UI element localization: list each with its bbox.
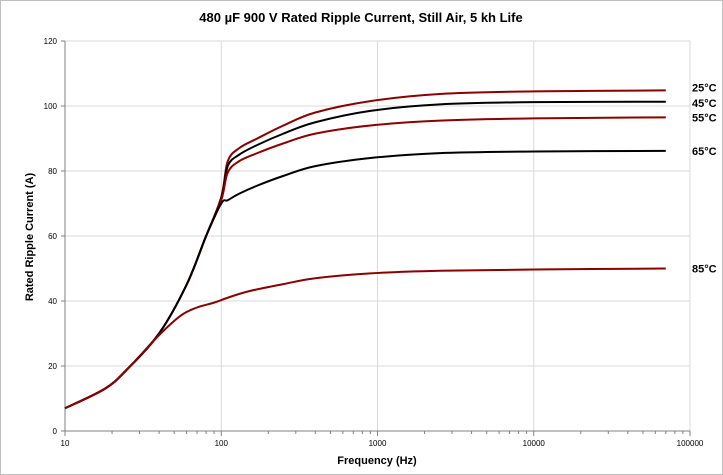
y-tick-label: 80 <box>48 167 57 176</box>
grid <box>65 40 691 431</box>
x-tick-label: 10000 <box>523 439 546 448</box>
series-label: 65°C <box>692 146 717 158</box>
y-tick-label: 0 <box>53 427 58 436</box>
series-lines <box>64 89 666 410</box>
series-label: 85°C <box>692 264 717 276</box>
y-tick-label: 60 <box>48 232 57 241</box>
y-tick-label: 20 <box>48 362 57 371</box>
series-line <box>64 267 666 410</box>
y-tick-label: 100 <box>44 102 58 111</box>
x-tick-label: 100 <box>215 439 229 448</box>
series-label: 25°C <box>692 82 717 94</box>
y-tick-label: 120 <box>44 37 58 46</box>
axes: 0 20 40 60 80 100 120 10 100 1000 10000 100000 <box>44 37 704 448</box>
x-tick-label: 1000 <box>369 439 387 448</box>
series-labels: 25°C 45°C 55°C 65°C 85°C <box>692 82 717 275</box>
y-tick-label: 40 <box>48 297 57 306</box>
x-tick-label: 100000 <box>677 439 704 448</box>
y-axis-label: Rated Ripple Current (A) <box>24 172 36 301</box>
x-axis-label: Frequency (Hz) <box>337 455 417 467</box>
x-tick-label: 10 <box>61 439 70 448</box>
series-label: 55°C <box>692 112 717 124</box>
series-label: 45°C <box>692 98 717 110</box>
chart-title: 480 µF 900 V Rated Ripple Current, Still… <box>199 10 522 25</box>
